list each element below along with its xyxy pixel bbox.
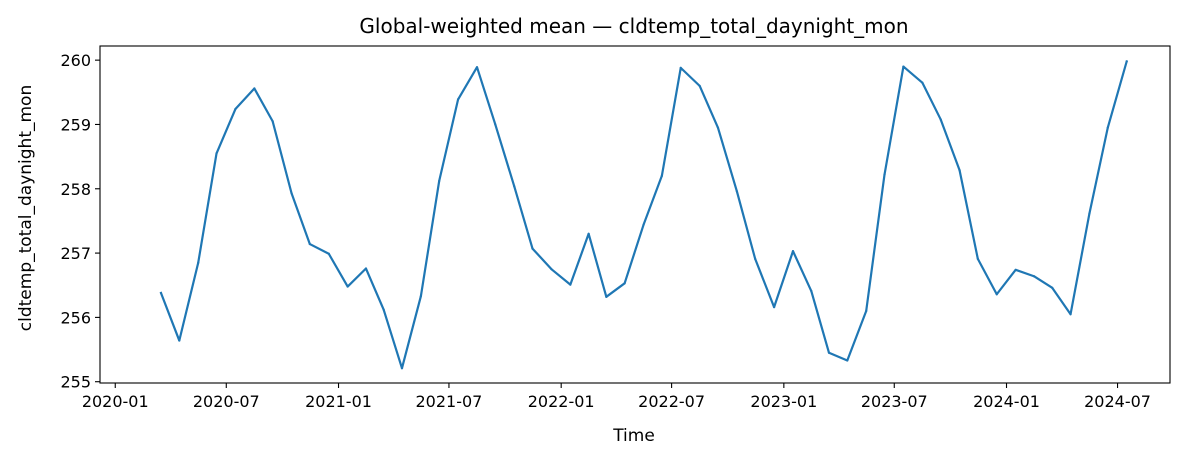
data-point [827,351,831,354]
data-point [810,289,813,293]
x-tick-label: 2024-01 [973,392,1040,411]
data-point [754,257,757,260]
data-point [716,126,720,129]
y-tick-label: 255 [60,373,91,392]
x-tick-label: 2023-07 [861,392,928,411]
data-point [660,174,663,178]
data-point [215,152,218,155]
data-point [1088,212,1091,215]
x-tick-label: 2020-07 [193,392,260,411]
data-point [921,81,924,84]
data-point [400,367,404,370]
data-point [290,192,293,195]
data-point [939,118,942,121]
y-tick-label: 256 [60,308,91,327]
x-tick-label: 2020-01 [82,392,149,411]
data-point [382,308,385,311]
series-line [159,60,1129,370]
x-tick-label: 2023-01 [750,392,817,411]
data-point [327,252,330,255]
data-point [642,223,645,226]
data-point [623,282,626,285]
data-point [1069,313,1072,316]
chart-title: Global-weighted mean — cldtemp_total_day… [359,14,908,38]
data-point [456,98,460,101]
data-point [308,242,311,246]
data-point [234,107,237,111]
data-point [1125,60,1128,63]
data-point [902,65,905,68]
plot-frame [99,45,1171,384]
y-axis-label: cldtemp_total_daynight_mon [16,85,36,331]
data-point [419,295,422,298]
data-point [791,250,795,253]
data-point [735,190,738,193]
data-point [883,173,886,176]
data-point [550,268,553,271]
data-point [846,359,849,362]
x-tick-label: 2024-07 [1084,392,1151,411]
data-point [494,123,497,126]
data-point [1032,275,1036,278]
data-point [995,293,998,296]
data-point [679,66,682,69]
x-tick-label: 2021-07 [416,392,483,411]
data-point [1051,286,1054,289]
data-point [1014,268,1017,271]
y-tick-label: 259 [60,115,91,134]
y-tick-label: 257 [60,244,91,263]
x-tick-label: 2021-01 [305,392,372,411]
data-point [865,309,868,313]
data-point [364,267,368,270]
y-tick-label: 260 [60,51,91,70]
data-point [698,84,701,87]
x-tick-label: 2022-07 [638,392,705,411]
data-point [772,306,776,309]
data-point [271,120,274,123]
y-tick-label: 258 [60,180,91,199]
data-point [197,261,200,264]
data-point [178,339,181,342]
data-point [475,66,479,69]
data-point [513,185,516,188]
x-tick-label: 2022-01 [528,392,595,411]
data-point [976,257,979,260]
data-point [1106,126,1109,129]
data-point [569,283,572,286]
data-point [958,169,961,172]
data-point [253,87,256,90]
data-point [438,179,441,183]
data-point [531,247,534,250]
data-point [587,232,590,235]
x-axis-label: Time [612,426,655,446]
data-point [605,295,608,298]
plot-area: 2020-01 2020-07 2021-01 2021-07 2022-01 2022-… [60,45,1171,411]
data-point [346,285,349,288]
data-point [159,291,163,295]
